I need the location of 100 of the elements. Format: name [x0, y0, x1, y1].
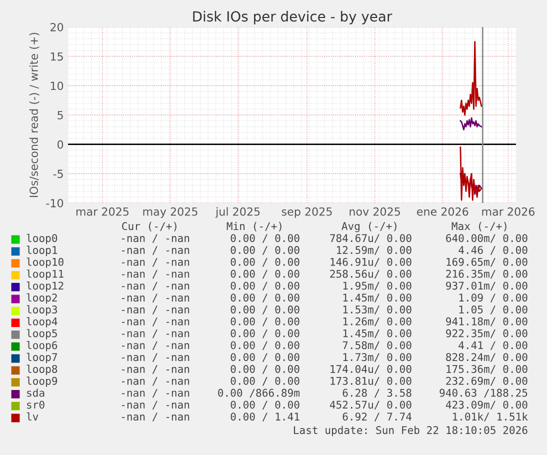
text: 232.69m/ 0.00: [446, 376, 528, 386]
text: 828.24m/ 0.00: [446, 353, 528, 362]
text: 175.36m/ 0.00: [446, 365, 528, 374]
x-tick-label: may 2025: [143, 207, 198, 218]
text: 922.35m/ 0.00: [446, 329, 528, 338]
legend-label: sda: [27, 388, 44, 397]
text: 940.63 /188.25: [440, 388, 528, 398]
text: 0.00 / 0.00: [230, 294, 300, 302]
legend-label: loop1: [26, 246, 58, 256]
text: 452.57u/ 0.00: [330, 400, 412, 410]
text: -nan / -nan: [122, 234, 190, 243]
text: 937.01m/ 0.00: [446, 282, 528, 291]
legend-label: loop10: [26, 258, 64, 268]
text: -nan / -nan: [122, 246, 190, 255]
line-series: [460, 146, 482, 201]
text: -nan / -nan: [122, 329, 190, 338]
x-tick-label: jul 2025: [215, 207, 260, 218]
text: -nan / -nan: [122, 412, 190, 422]
legend-label: loop3: [26, 305, 57, 316]
text: 0.00 / 0.00: [230, 246, 300, 255]
text: 0.00 / 0.00: [230, 329, 300, 338]
legend-label: loop7: [26, 352, 57, 364]
text: 1.01k/ 1.51k: [453, 412, 528, 422]
text: 0.00 / 0.00: [230, 353, 300, 362]
text: Min (-/+): [226, 222, 282, 232]
text: 6.28 / 3.58: [342, 388, 412, 398]
legend-label: loop0: [26, 234, 58, 244]
text: 1.53m/ 0.00: [343, 306, 412, 314]
y-tick-label: -5: [53, 170, 63, 178]
text: -nan / -nan: [122, 388, 190, 398]
line-series: [460, 40, 482, 116]
x-tick-label: sep 2025: [282, 207, 332, 218]
text: 423.09m/ 0.00: [446, 400, 528, 410]
legend-label: loop8: [26, 364, 58, 376]
text: 174.04u/ 0.00: [330, 365, 412, 374]
text: 0.00 / 0.00: [230, 341, 300, 350]
text: 1.09 / 0.00: [459, 294, 528, 302]
text: 258.56u/ 0.00: [330, 270, 412, 279]
legend-label: loop11: [26, 270, 64, 280]
text: 0.00 / 0.00: [230, 376, 300, 386]
legend-label: loop9: [26, 376, 58, 387]
text: 173.81u/ 0.00: [330, 376, 412, 386]
text: -nan / -nan: [122, 365, 190, 374]
legend-label: lv: [26, 412, 38, 420]
y-tick-label: 5: [58, 111, 63, 120]
text: 0.00 / 1.41: [230, 412, 300, 422]
y-tick-label: 20: [50, 22, 64, 32]
x-tick-label: nov 2025: [350, 207, 400, 216]
text: 1.26m/ 0.00: [343, 317, 412, 326]
text: 146.91u/ 0.00: [330, 258, 412, 267]
text: 4.46 / 0.00: [458, 246, 528, 255]
text: 1.73m/ 0.00: [343, 353, 412, 362]
text: 0.00 /866.89m: [218, 388, 300, 398]
text: 0.00 / 0.00: [230, 306, 300, 314]
legend-label: loop4: [26, 317, 58, 328]
legend-label: loop5: [26, 329, 57, 340]
text: -nan / -nan: [122, 400, 190, 410]
text: Avg (-/+): [342, 222, 396, 232]
text: 1.45m/ 0.00: [343, 294, 412, 302]
text: -nan / -nan: [122, 377, 190, 386]
text: 0.00 / 0.00: [230, 258, 300, 267]
x-tick-label: mar 2026: [482, 207, 535, 216]
text: Max (-/+): [452, 222, 506, 232]
text: -nan / -nan: [122, 341, 190, 350]
text: -nan / -nan: [122, 353, 190, 362]
y-axis-title: IOs/second read (-) / write (+): [29, 32, 40, 198]
text: 216.35m/ 0.00: [446, 270, 528, 279]
x-tick-label: mar 2025: [76, 207, 128, 216]
text: 4.41 / 0.00: [458, 341, 528, 350]
text: 0.00 / 0.00: [230, 282, 300, 291]
y-tick-label: 10: [50, 82, 64, 90]
text: 0.00 / 0.00: [230, 270, 300, 279]
text: 1.45m/ 0.00: [343, 329, 412, 338]
text: 941.18m/ 0.00: [446, 317, 528, 326]
text: -nan / -nan: [122, 258, 190, 267]
text: Cur (-/+): [122, 222, 176, 232]
legend-label: sr0: [27, 400, 44, 409]
text: -nan / -nan: [122, 294, 190, 302]
y-tick-label: 15: [50, 52, 63, 61]
text: -nan / -nan: [122, 282, 190, 291]
text: 784.67u/ 0.00: [330, 234, 412, 243]
text: -nan / -nan: [122, 306, 190, 314]
chart-title: Disk IOs per device - by year: [193, 10, 392, 24]
y-tick-label: -10: [46, 198, 64, 208]
legend-label: loop6: [26, 340, 58, 352]
text: 1.05 / 0.00: [459, 306, 528, 314]
line-series: [460, 117, 482, 130]
text: -nan / -nan: [122, 318, 190, 326]
text: 12.59m/ 0.00: [337, 246, 412, 255]
legend-label: loop12: [26, 281, 64, 292]
text: 7.58m/ 0.00: [342, 341, 412, 350]
text: 0.00 / 0.00: [230, 234, 300, 243]
text: 169.65m/ 0.00: [446, 258, 528, 267]
text: -nan / -nan: [122, 270, 190, 279]
text: Last update: Sun Feb 22 18:10:05 2026: [294, 426, 528, 436]
text: 640.00m/ 0.00: [446, 234, 528, 243]
text: 0.00 / 0.00: [230, 400, 300, 410]
text: 0.00 / 0.00: [230, 365, 300, 374]
text: 6.92 / 7.74: [342, 412, 412, 422]
text: 1.95m/ 0.00: [343, 282, 412, 291]
